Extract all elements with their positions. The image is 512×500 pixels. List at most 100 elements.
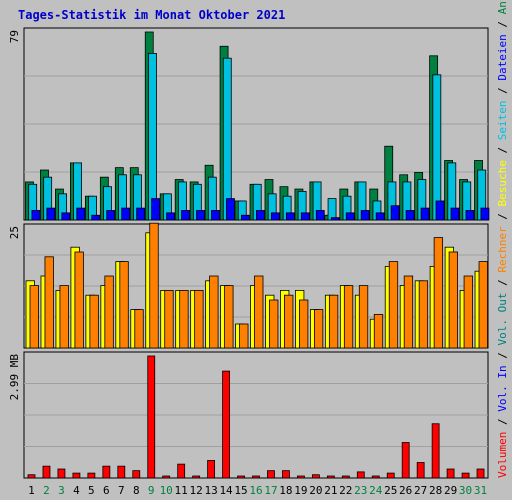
bar-files (196, 210, 205, 221)
bar-volume (282, 470, 290, 479)
legend-entry: Dateien (496, 34, 509, 80)
x-tick-label: 20 (309, 484, 322, 497)
legend-entry: Rechner (496, 226, 509, 273)
legend-entry: Volumen (496, 432, 509, 478)
bar-hosts (254, 275, 264, 349)
bar-files (181, 210, 190, 221)
bar-volume (162, 475, 171, 479)
bar-volume (27, 474, 36, 479)
y-max-label-visits: 25 (8, 226, 21, 239)
legend-entry: / (496, 140, 509, 160)
x-tick-label: 2 (43, 484, 50, 497)
x-tick-label: 23 (354, 484, 367, 497)
bar-volume (72, 472, 81, 479)
x-tick-label: 27 (414, 484, 427, 497)
bar-volume (386, 472, 395, 479)
legend-entry: Besuche (496, 160, 509, 206)
x-tick-label: 21 (324, 484, 337, 497)
bar-hosts (149, 222, 159, 349)
bar-files (136, 207, 146, 221)
bar-volume (446, 468, 455, 479)
x-tick-label: 1 (28, 484, 35, 497)
legend-entry: / (496, 14, 509, 34)
bar-volume (267, 470, 275, 479)
bar-volume (132, 470, 141, 479)
bar-hosts (104, 275, 114, 349)
bar-files (241, 214, 250, 221)
bar-hosts (179, 289, 189, 349)
x-tick-label: 13 (204, 484, 217, 497)
legend-entry: / (496, 273, 509, 293)
legend-entry: Anfragen (496, 0, 509, 14)
bar-hosts (239, 323, 249, 349)
bar-pages (148, 53, 157, 221)
bar-volume (476, 468, 485, 479)
bar-hosts (119, 261, 129, 349)
legend-entry: Vol. Out (496, 293, 509, 346)
bar-hosts (373, 313, 384, 349)
x-tick-label: 14 (219, 484, 233, 497)
bar-files (405, 210, 415, 221)
bar-files (270, 212, 280, 221)
bar-volume (222, 370, 230, 479)
legend-entry: / (496, 412, 509, 432)
x-tick-label: 12 (190, 484, 203, 497)
bar-hosts (284, 294, 294, 349)
legend-entry: Seiten (496, 100, 509, 140)
bar-files (390, 205, 400, 221)
bar-files (435, 200, 445, 221)
bar-hosts (74, 251, 84, 349)
bar-volume (341, 475, 350, 479)
bar-volume (117, 465, 126, 479)
x-tick-label: 9 (148, 484, 155, 497)
bar-pages (432, 74, 442, 221)
bar-hosts (418, 280, 429, 349)
bar-hosts (44, 256, 54, 349)
x-tick-label: 29 (444, 484, 457, 497)
bar-pages (327, 198, 337, 221)
bar-files (31, 210, 41, 221)
bar-volume (237, 475, 245, 479)
bar-files (330, 217, 340, 221)
bar-files (300, 212, 310, 221)
x-tick-label: 15 (234, 484, 247, 497)
bar-hosts (224, 285, 234, 349)
bar-files (91, 214, 101, 221)
bar-volume (461, 472, 470, 479)
x-tick-label: 30 (459, 484, 472, 497)
bar-files (106, 210, 116, 221)
bar-volume (297, 475, 305, 479)
bar-volume (87, 472, 96, 479)
bar-files (480, 207, 490, 221)
x-tick-label: 5 (88, 484, 95, 497)
legend-entry: / (496, 81, 509, 101)
bar-hosts (403, 275, 414, 349)
bar-volume (431, 423, 440, 479)
bar-volume (102, 465, 111, 479)
bar-volume (326, 475, 335, 479)
legend-entry: Vol. In (496, 365, 509, 411)
y-max-label-requests: 79 (8, 30, 21, 43)
bar-files (360, 210, 370, 221)
bar-files (61, 212, 71, 221)
legend-entry: / (496, 346, 509, 366)
x-tick-label: 7 (118, 484, 125, 497)
bar-files (166, 212, 176, 221)
x-tick-label: 24 (369, 484, 383, 497)
bar-volume (147, 355, 156, 479)
bar-files (375, 212, 385, 221)
bar-volume (252, 475, 260, 479)
bar-hosts (209, 275, 219, 349)
bar-hosts (343, 285, 354, 349)
bar-volume (42, 465, 51, 479)
bar-hosts (164, 289, 174, 349)
x-tick-label: 8 (133, 484, 140, 497)
bar-pages (222, 57, 232, 221)
bar-hosts (358, 285, 369, 349)
bar-volume (311, 474, 320, 479)
x-tick-label: 31 (474, 484, 487, 497)
bar-hosts (194, 289, 204, 349)
bar-files (345, 212, 355, 221)
bar-files (315, 210, 325, 221)
